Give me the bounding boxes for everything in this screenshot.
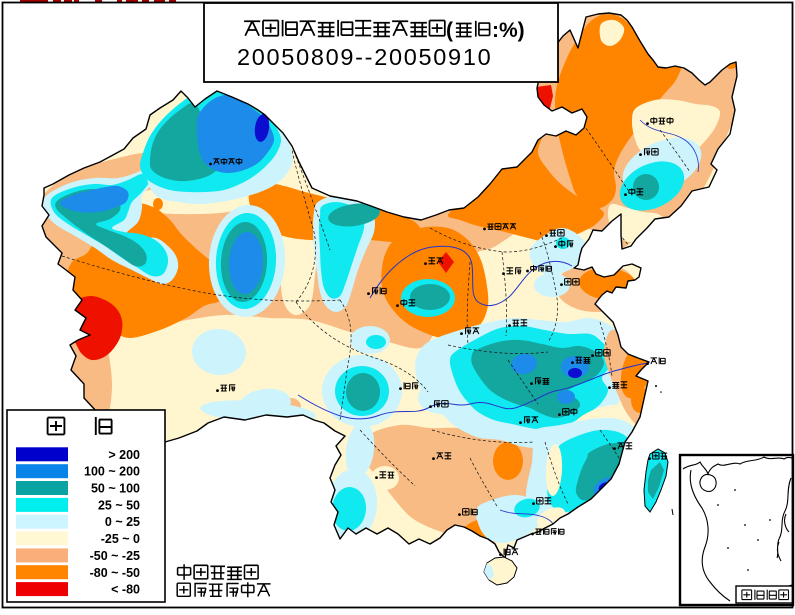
svg-text:> 200: > 200	[108, 448, 140, 462]
svg-text:(: (	[446, 19, 453, 42]
svg-text::%): :%)	[492, 19, 525, 42]
svg-text:-25 ~ 0: -25 ~ 0	[101, 532, 140, 546]
svg-text:25 ~ 50: 25 ~ 50	[98, 498, 140, 512]
svg-text:-80 ~ -50: -80 ~ -50	[90, 566, 140, 580]
svg-text:0 ~ 25: 0 ~ 25	[105, 515, 140, 529]
svg-text:-50 ~ -25: -50 ~ -25	[90, 549, 140, 563]
svg-text:20050809--20050910: 20050809--20050910	[237, 44, 492, 70]
svg-text:< -80: < -80	[111, 583, 140, 597]
svg-text:50 ~ 100: 50 ~ 100	[91, 482, 140, 496]
svg-text:100 ~ 200: 100 ~ 200	[84, 465, 140, 479]
